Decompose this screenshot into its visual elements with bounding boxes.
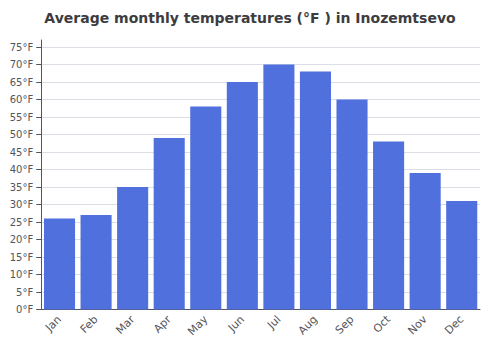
svg-text:Average monthly temperatures (: Average monthly temperatures (°F ) in In… [44,10,456,26]
svg-text:5°F: 5°F [16,287,33,298]
svg-text:60°F: 60°F [10,94,34,105]
svg-text:30°F: 30°F [10,199,34,210]
svg-text:55°F: 55°F [10,112,34,123]
svg-text:15°F: 15°F [10,252,34,263]
svg-text:Dec: Dec [442,313,466,337]
svg-text:25°F: 25°F [10,217,34,228]
svg-text:Jul: Jul [264,313,283,332]
svg-text:Jun: Jun [225,313,247,335]
svg-text:35°F: 35°F [10,182,34,193]
svg-text:70°F: 70°F [10,59,34,70]
svg-text:Mar: Mar [113,313,137,337]
svg-text:Feb: Feb [78,313,101,336]
svg-text:Aug: Aug [296,313,320,337]
svg-text:May: May [185,313,211,339]
svg-text:20°F: 20°F [10,234,34,245]
svg-text:10°F: 10°F [10,269,34,280]
svg-text:0°F: 0°F [16,304,33,315]
svg-text:40°F: 40°F [10,164,34,175]
svg-text:Apr: Apr [151,313,174,336]
svg-text:Oct: Oct [371,312,394,335]
svg-text:50°F: 50°F [10,129,34,140]
svg-text:45°F: 45°F [10,147,34,158]
svg-text:Jan: Jan [42,313,64,335]
svg-text:75°F: 75°F [10,42,34,53]
svg-text:Nov: Nov [405,313,430,338]
svg-text:65°F: 65°F [10,77,34,88]
svg-text:Sep: Sep [333,313,357,337]
